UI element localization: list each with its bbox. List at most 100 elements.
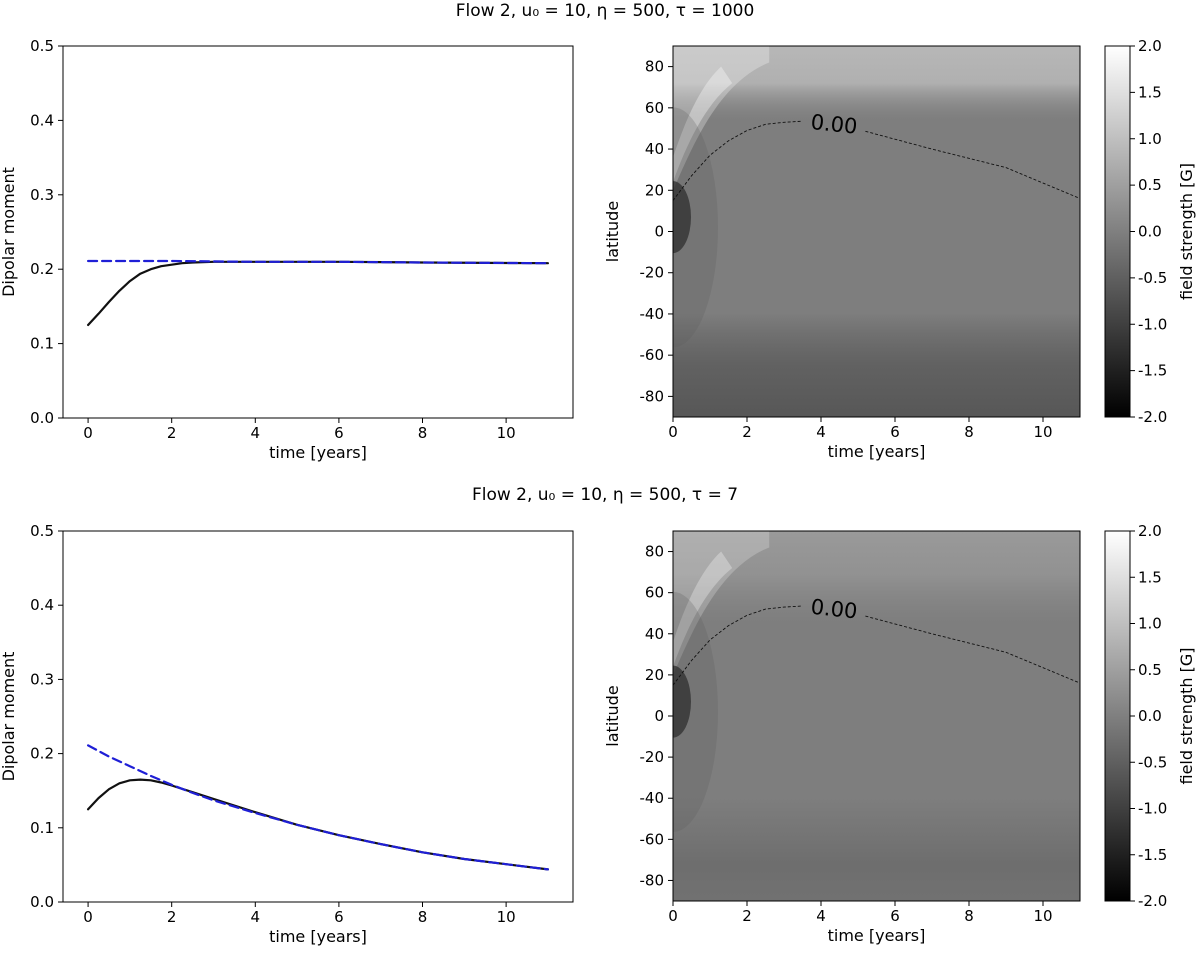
colorbar-tick-label: -0.5 — [1138, 269, 1167, 287]
y-tick-label: 0.3 — [30, 670, 54, 688]
y-tick-label: -80 — [640, 871, 665, 889]
x-tick-label: 4 — [251, 424, 261, 442]
x-tick-label: 2 — [167, 424, 177, 442]
zero-contour-line-a — [672, 120, 803, 201]
colorbar-tick-label: 0.5 — [1138, 176, 1162, 194]
y-tick-label: 0.0 — [30, 409, 54, 427]
contour-label: 0.00 — [810, 595, 859, 624]
dashed-series-line — [86, 744, 550, 871]
x-tick-label: 4 — [816, 423, 826, 441]
colorbar-tick-label: -1.5 — [1138, 846, 1167, 864]
x-tick-label: 10 — [497, 424, 516, 442]
colorbar-tick-label: -1.0 — [1138, 800, 1167, 818]
x-axis-label: time [years] — [269, 927, 367, 946]
colorbar-label: field strength [G] — [1177, 163, 1196, 300]
y-tick-label: 0 — [654, 707, 664, 725]
x-tick-label: 2 — [742, 907, 752, 925]
heatmap-image — [673, 531, 1080, 901]
colorbar-tick-label: -1.5 — [1138, 362, 1167, 380]
x-axis-label: time [years] — [828, 442, 926, 461]
x-axis-label: time [years] — [828, 926, 926, 945]
y-tick-label: 40 — [645, 140, 664, 158]
x-tick-label: 10 — [497, 908, 516, 926]
y-tick-label: 80 — [645, 58, 664, 76]
north-emergence-plume — [673, 531, 770, 675]
y-tick-label: 0.1 — [30, 335, 54, 353]
equatorial-dark-source — [673, 665, 691, 738]
x-tick-label: 0 — [83, 908, 93, 926]
colorbar-label: field strength [G] — [1177, 648, 1196, 785]
plot-area — [63, 46, 573, 418]
plot-frame — [62, 530, 574, 903]
plot-area — [63, 531, 573, 902]
zero-contour-line-b — [865, 130, 1081, 199]
y-tick-label: 0.5 — [30, 37, 54, 55]
colorbar-tick-label: -2.0 — [1138, 892, 1167, 910]
colorbar-tick-label: 2.0 — [1138, 37, 1162, 55]
north-emergence-core — [673, 66, 733, 183]
x-tick-label: 6 — [890, 907, 900, 925]
colorbar-tick-label: -0.5 — [1138, 753, 1167, 771]
plot-frame — [672, 530, 1081, 902]
row-1-title: Flow 2, u₀ = 10, η = 500, τ = 1000 — [456, 1, 755, 21]
north-emergence-plume — [673, 46, 770, 191]
y-tick-label: -20 — [640, 748, 665, 766]
plot-frame — [672, 45, 1081, 418]
equatorial-dark-source — [673, 181, 691, 254]
colorbar-tick-label: 0.5 — [1138, 661, 1162, 679]
y-tick-label: 0 — [654, 223, 664, 241]
heatmap-panel-bottom: 0 2 4 6 8 10 -80 -60 -40 -20 0 20 40 60 80 time [years]… — [603, 522, 1196, 945]
x-tick-label: 4 — [816, 907, 826, 925]
colorbar-tick-label: 0.0 — [1138, 707, 1162, 725]
colorbar-gradient — [1104, 530, 1131, 902]
y-tick-label: 0.0 — [30, 893, 54, 911]
colorbar-tick-label: 1.0 — [1138, 130, 1162, 148]
x-tick-label: 0 — [668, 423, 678, 441]
y-tick-label: 0.4 — [30, 111, 54, 129]
x-axis-label: time [years] — [269, 443, 367, 462]
colorbar: -2.0 -1.5 -1.0 -0.5 0.0 0.5 1.0 1.5 2.0 field str… — [1104, 522, 1196, 910]
x-tick-label: 4 — [251, 908, 261, 926]
x-tick-label: 6 — [334, 424, 344, 442]
x-tick-label: 0 — [83, 424, 93, 442]
heatmap-panel-top: 0 2 4 6 8 10 -80 -60 -40 -20 0 20 40 60 80 time [years]… — [603, 37, 1196, 461]
x-tick-label: 2 — [742, 423, 752, 441]
x-tick-label: 8 — [964, 907, 974, 925]
equatorial-dark-halo — [673, 591, 718, 832]
colorbar-gradient — [1104, 45, 1131, 418]
x-tick-label: 6 — [890, 423, 900, 441]
y-tick-label: 80 — [645, 543, 664, 561]
colorbar-tick-label: 2.0 — [1138, 522, 1162, 540]
y-tick-label: -40 — [640, 789, 665, 807]
y-axis-label: latitude — [603, 201, 622, 262]
x-tick-label: 2 — [167, 908, 177, 926]
y-tick-label: 0.3 — [30, 186, 54, 204]
y-tick-label: 0.5 — [30, 522, 54, 540]
colorbar-tick-label: -2.0 — [1138, 408, 1167, 426]
south-polar-band — [673, 531, 1080, 901]
y-tick-label: -60 — [640, 830, 665, 848]
colorbar-tick-label: -1.0 — [1138, 315, 1167, 333]
x-tick-label: 8 — [418, 908, 428, 926]
x-tick-label: 6 — [334, 908, 344, 926]
zero-contour-line-a — [672, 605, 803, 686]
y-tick-label: 20 — [645, 666, 664, 684]
contour-label: 0.00 — [810, 110, 859, 139]
colorbar-tick-label: 1.0 — [1138, 615, 1162, 633]
dipole-panel-top: 0 2 4 6 8 10 0.0 0.1 0.2 0.3 0.4 0.5 time [years] Dip… — [0, 37, 574, 462]
plot-frame — [62, 45, 574, 419]
north-emergence-core — [673, 551, 733, 667]
colorbar-tick-label: 0.0 — [1138, 223, 1162, 241]
y-tick-label: -20 — [640, 264, 665, 282]
y-tick-label: 20 — [645, 181, 664, 199]
y-tick-label: 60 — [645, 584, 664, 602]
x-tick-label: 10 — [1033, 907, 1052, 925]
x-tick-label: 10 — [1033, 423, 1052, 441]
y-tick-label: 0.4 — [30, 596, 54, 614]
x-tick-label: 8 — [418, 424, 428, 442]
equatorial-dark-halo — [673, 107, 718, 348]
y-tick-label: 40 — [645, 625, 664, 643]
south-polar-band — [673, 46, 1080, 417]
y-tick-label: 60 — [645, 99, 664, 117]
